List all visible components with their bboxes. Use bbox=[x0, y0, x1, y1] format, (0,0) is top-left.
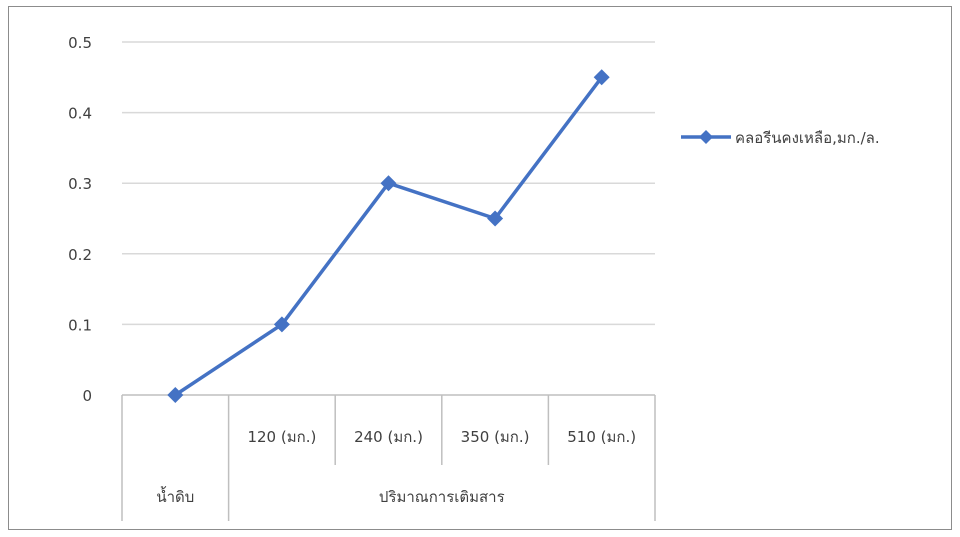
line-chart: 0 0.1 0.2 0.3 0.4 0.5 120 (มก.) 240 (มก.) 350 (… bbox=[68, 34, 880, 521]
legend: คลอรีนคงเหลือ,มก./ล. bbox=[681, 129, 880, 147]
series-line bbox=[174, 76, 604, 397]
series-layer bbox=[167, 69, 610, 403]
y-tick-label: 0.1 bbox=[68, 316, 92, 334]
x-category-label: 240 (มก.) bbox=[354, 428, 423, 446]
x-category-label: 350 (มก.) bbox=[461, 428, 530, 446]
x-category-label: 510 (มก.) bbox=[567, 428, 636, 446]
legend-label: คลอรีนคงเหลือ,มก./ล. bbox=[735, 129, 880, 147]
data-point-marker bbox=[380, 175, 397, 192]
x-category-label: 120 (มก.) bbox=[247, 428, 316, 446]
chart-frame: 0 0.1 0.2 0.3 0.4 0.5 120 (มก.) 240 (มก.) 350 (… bbox=[8, 6, 952, 530]
data-point-marker bbox=[167, 387, 184, 403]
x-axis: 120 (มก.) 240 (มก.) 350 (มก.) 510 (มก.) น้ำด… bbox=[121, 394, 656, 521]
data-point-marker bbox=[593, 69, 610, 86]
y-tick-label: 0.5 bbox=[68, 34, 92, 52]
y-axis: 0 0.1 0.2 0.3 0.4 0.5 bbox=[68, 34, 92, 405]
data-point-marker bbox=[487, 210, 504, 227]
y-tick-label: 0.3 bbox=[68, 175, 92, 193]
y-tick-label: 0.4 bbox=[68, 105, 92, 123]
y-tick-label: 0.2 bbox=[68, 246, 92, 264]
x-group-label: น้ำดิบ bbox=[156, 486, 194, 506]
x-group-label: ปริมาณการเติมสาร bbox=[379, 488, 505, 506]
y-tick-label: 0 bbox=[82, 387, 92, 405]
data-point-marker bbox=[273, 316, 290, 333]
legend-marker bbox=[699, 130, 713, 144]
